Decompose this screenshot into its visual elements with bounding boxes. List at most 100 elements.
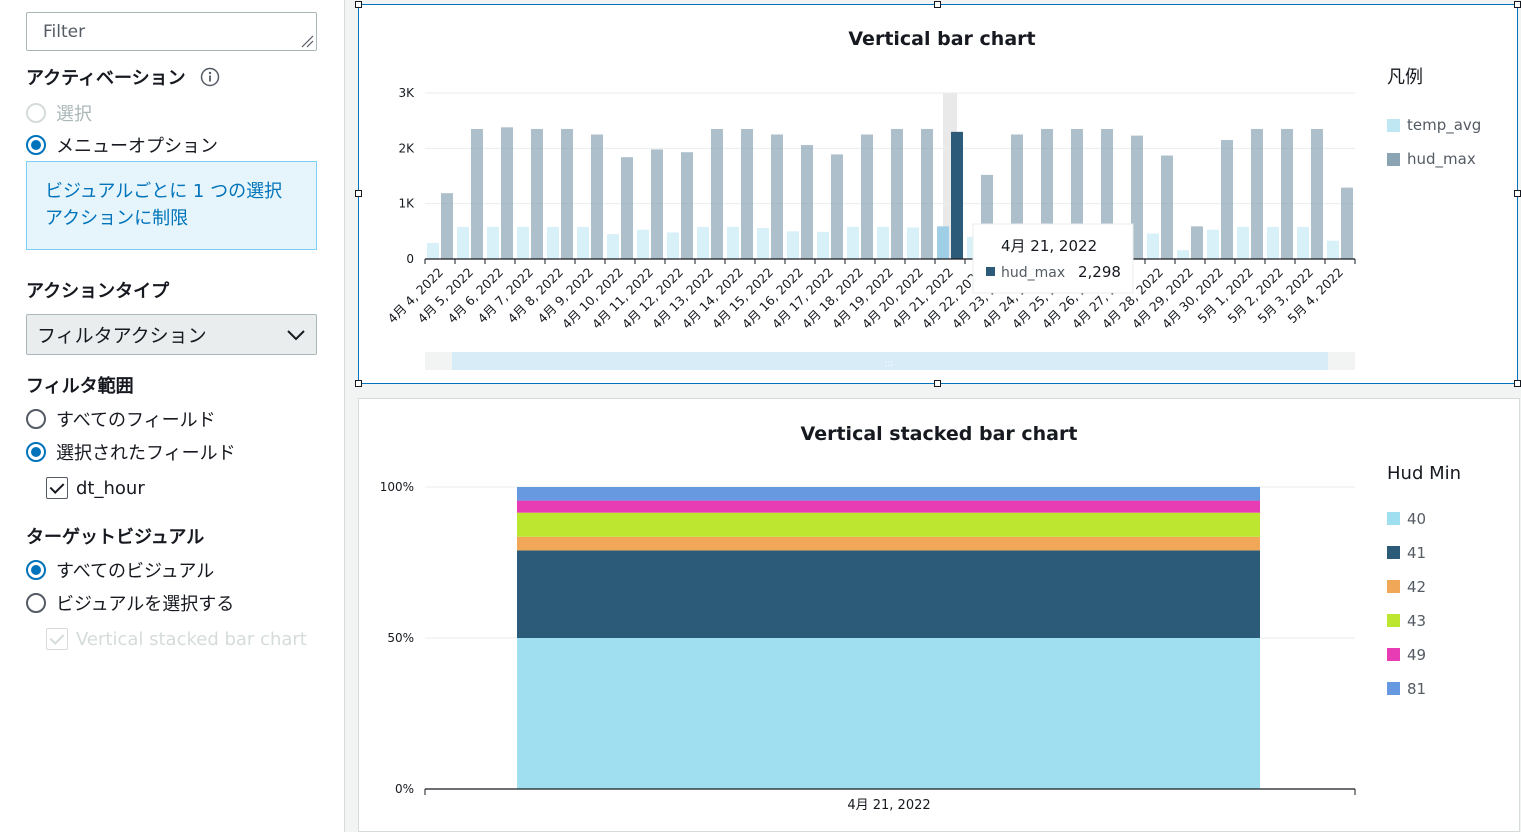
- action-type-select[interactable]: フィルタアクション: [26, 314, 317, 355]
- vertical-bar-chart-visual[interactable]: Vertical bar chart 凡例 0 1K 2K 3K 4月 4, 2022…: [358, 4, 1518, 384]
- bar-temp-avg: [637, 229, 649, 259]
- resize-handle[interactable]: [355, 1, 362, 8]
- bar-hud-max: [921, 128, 933, 259]
- field-checkbox-dt-hour[interactable]: dt_hour: [46, 477, 145, 499]
- radio-activation-menu-option[interactable]: メニューオプション: [26, 133, 218, 157]
- radio-activation-select[interactable]: 選択: [26, 101, 92, 125]
- bar-temp-avg: [1237, 226, 1249, 259]
- bar-hud-max: [531, 128, 543, 259]
- y-tick-label: 1K: [398, 197, 415, 211]
- y-tick-label: 2K: [398, 141, 415, 155]
- target-visual-label: Vertical stacked bar chart: [76, 628, 307, 650]
- resize-handle[interactable]: [934, 380, 941, 387]
- interactions-panel: アクティベーション 選択 メニューオプション ビジュアルごとに 1 つの選択 ア…: [0, 0, 345, 832]
- resize-handle[interactable]: [355, 380, 362, 387]
- y-tick-label: 0%: [395, 782, 414, 796]
- bar-hud-max: [591, 134, 603, 259]
- resize-handle[interactable]: [1514, 1, 1521, 8]
- bar-temp-avg: [907, 227, 919, 259]
- bar-hud-max: [771, 134, 783, 259]
- vertical-stacked-bar-chart-visual[interactable]: Vertical stacked bar chart Hud Min 0% 50%…: [358, 398, 1520, 832]
- bar-hud-max: [1131, 135, 1143, 259]
- stack-segment: [517, 550, 1260, 638]
- radio-icon[interactable]: [26, 103, 46, 123]
- bar-temp-avg: [1297, 226, 1309, 259]
- legend-title: Hud Min: [1387, 463, 1461, 484]
- radio-select-visuals[interactable]: ビジュアルを選択する: [26, 591, 234, 615]
- radio-all-visuals[interactable]: すべてのビジュアル: [26, 558, 214, 582]
- bar-temp-avg: [607, 234, 619, 259]
- target-visual-title: ターゲットビジュアル: [26, 527, 205, 548]
- radio-icon[interactable]: [26, 442, 46, 462]
- info-icon[interactable]: [200, 67, 220, 87]
- y-tick-label: 100%: [380, 480, 414, 494]
- bar-hud-max: [561, 128, 573, 259]
- legend-title: 凡例: [1387, 67, 1423, 88]
- chart-title: Vertical bar chart: [848, 28, 1035, 50]
- info-line-2: アクションに制限: [45, 208, 189, 229]
- bar-temp-avg: [787, 231, 799, 259]
- radio-icon[interactable]: [26, 135, 46, 155]
- bar-temp-avg: [517, 226, 529, 259]
- bar-temp-avg: [1327, 240, 1339, 259]
- tooltip-title: 4月 21, 2022: [1001, 237, 1097, 255]
- bar-hud-max: [1281, 128, 1293, 259]
- radio-icon[interactable]: [26, 560, 46, 580]
- tooltip-value: 2,298: [1078, 263, 1121, 281]
- radio-all-fields[interactable]: すべてのフィールド: [26, 407, 216, 431]
- bar-hud-max: [741, 128, 753, 259]
- bar-temp-avg: [1177, 250, 1189, 259]
- resize-grip-icon[interactable]: [300, 34, 314, 48]
- stack-segment: [517, 536, 1260, 551]
- legend-swatch: [1387, 546, 1400, 559]
- resize-handle[interactable]: [355, 190, 362, 197]
- bar-hud-max: [471, 128, 483, 259]
- bar-temp-avg: [577, 226, 589, 259]
- checkbox-icon: [46, 628, 68, 650]
- bar-hud-max: [681, 152, 693, 259]
- chart-scrollbar-thumb[interactable]: [452, 352, 1328, 370]
- bar-temp-avg: [487, 226, 499, 259]
- stack-segment: [517, 500, 1260, 513]
- bar-hud-max: [1161, 155, 1173, 259]
- resize-handle[interactable]: [1514, 190, 1521, 197]
- bar-hud-max: [801, 145, 813, 259]
- legend-swatch: [1387, 648, 1400, 661]
- stack-segment: [517, 638, 1260, 789]
- radio-selected-fields[interactable]: 選択されたフィールド: [26, 440, 236, 464]
- bar-hud-max: [651, 149, 663, 259]
- resize-handle[interactable]: [1514, 380, 1521, 387]
- bar-temp-avg: [847, 226, 859, 259]
- target-visual-checkbox: Vertical stacked bar chart: [46, 628, 307, 650]
- scrollbar-grip-icon[interactable]: :::: [884, 359, 893, 369]
- radio-icon[interactable]: [26, 409, 46, 429]
- legend-swatch: [1387, 682, 1400, 695]
- info-line-1: ビジュアルごとに 1 つの選択: [45, 181, 283, 202]
- radio-icon[interactable]: [26, 593, 46, 613]
- vertical-stacked-bar-chart[interactable]: Vertical stacked bar chart Hud Min 0% 50%…: [359, 399, 1519, 831]
- bar-temp-avg: [1207, 229, 1219, 259]
- filter-input[interactable]: [26, 12, 317, 51]
- bar-hud-max: [1191, 226, 1203, 259]
- checkbox-icon[interactable]: [46, 477, 68, 499]
- bar-temp-avg: [937, 226, 949, 259]
- stack-segment: [517, 512, 1260, 537]
- bar-temp-avg: [727, 226, 739, 259]
- activation-title: アクティベーション: [26, 68, 186, 89]
- info-message: ビジュアルごとに 1 つの選択 アクションに制限: [26, 161, 317, 250]
- field-label: dt_hour: [76, 477, 145, 499]
- bar-hud-max: [1251, 128, 1263, 259]
- legend-swatch: [1387, 119, 1400, 132]
- bar-hud-max: [861, 134, 873, 259]
- legend-swatch: [1387, 580, 1400, 593]
- legend-label: 40: [1407, 510, 1426, 528]
- legend-label: 43: [1407, 612, 1426, 630]
- radio-label: すべてのフィールド: [56, 410, 216, 431]
- legend-label: 81: [1407, 680, 1426, 698]
- resize-handle[interactable]: [934, 1, 941, 8]
- bar-temp-avg: [667, 232, 679, 259]
- bar-temp-avg: [877, 226, 889, 259]
- bar-hud-max: [831, 154, 843, 259]
- radio-label: すべてのビジュアル: [56, 561, 215, 582]
